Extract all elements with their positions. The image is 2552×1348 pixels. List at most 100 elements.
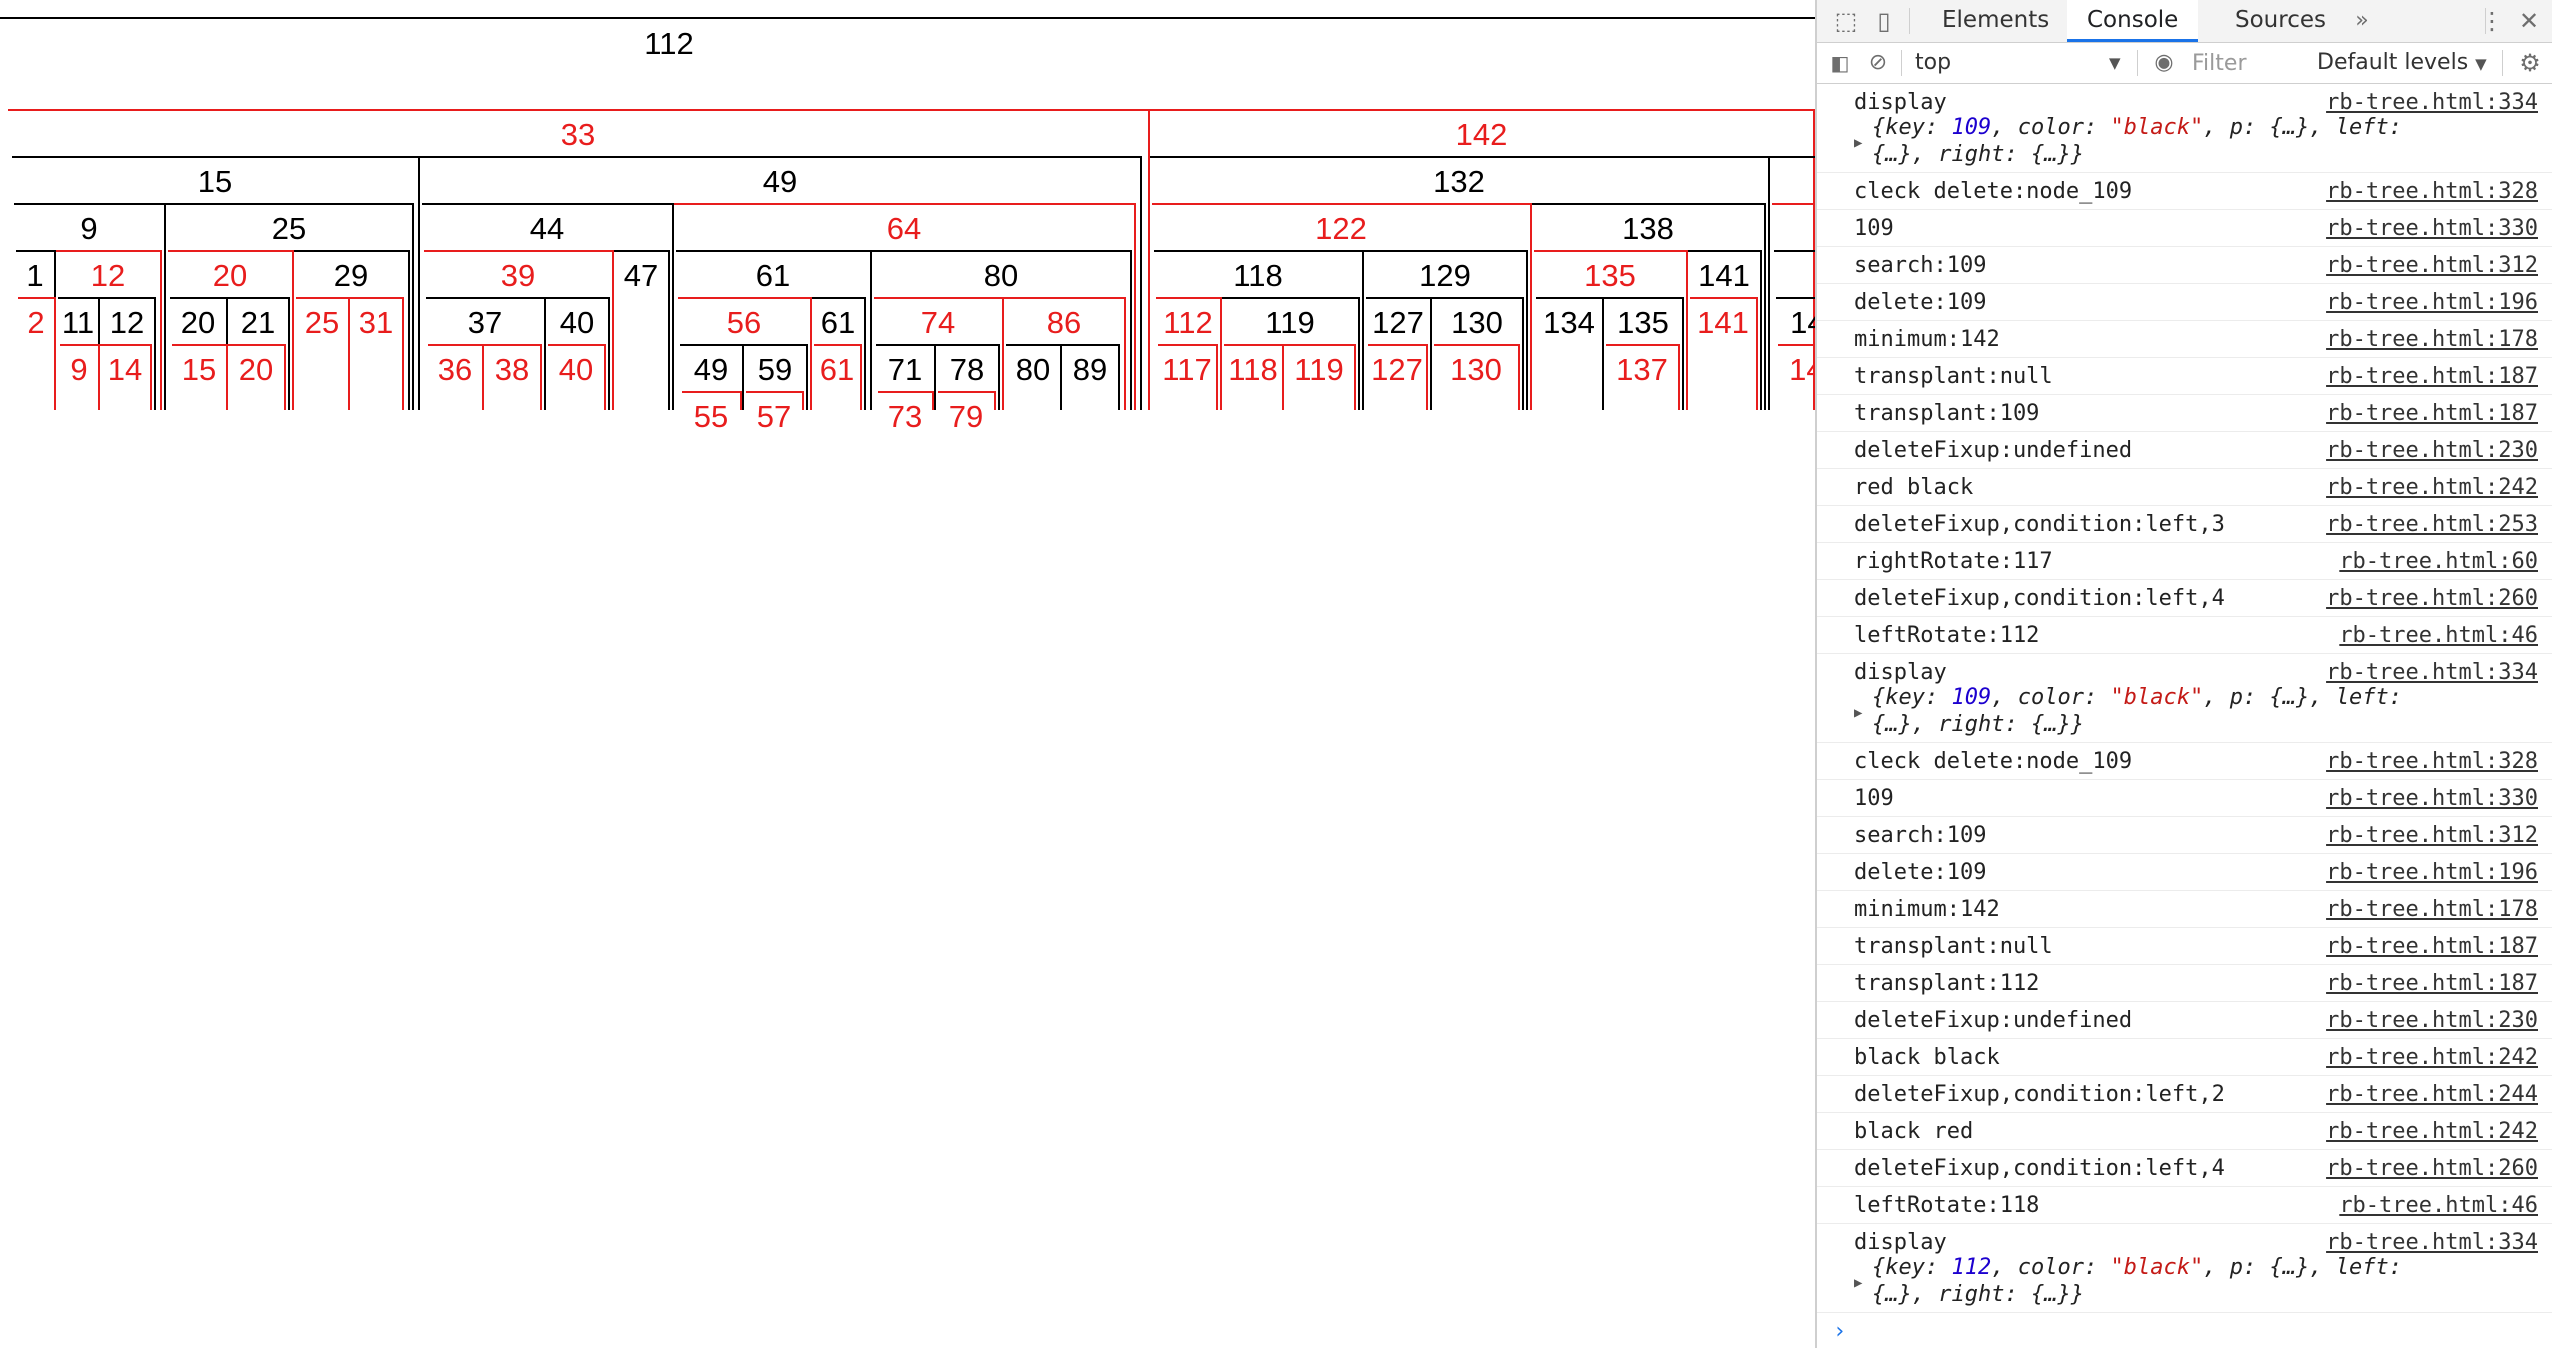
console-source-link[interactable]: rb-tree.html:230 bbox=[2326, 1008, 2538, 1033]
tree-node-25: 25 bbox=[166, 203, 414, 410]
console-source-link[interactable]: rb-tree.html:230 bbox=[2326, 438, 2538, 463]
tree-node-key: 71 bbox=[887, 352, 923, 387]
console-source-link[interactable]: rb-tree.html:187 bbox=[2326, 401, 2538, 426]
filter-input[interactable] bbox=[2192, 48, 2304, 78]
console-message: red black rb-tree.html:242 bbox=[1817, 469, 2552, 506]
tree-node-key: 135 bbox=[1584, 258, 1636, 293]
tree-node-key: 112 bbox=[1163, 305, 1213, 340]
console-message: deleteFixup,condition:left,3 rb-tree.html… bbox=[1817, 506, 2552, 543]
tree-node-key: 122 bbox=[1315, 211, 1367, 246]
console-message-text: delete:109 bbox=[1854, 290, 1987, 315]
console-source-link[interactable]: rb-tree.html:330 bbox=[2326, 216, 2538, 241]
console-message: delete:109 rb-tree.html:196 bbox=[1817, 284, 2552, 321]
expand-triangle-icon[interactable]: ▶ bbox=[1854, 135, 1863, 151]
console-source-link[interactable]: rb-tree.html:334 bbox=[2326, 90, 2538, 115]
console-message-text: 109 bbox=[1854, 216, 1894, 241]
toolbar-separator bbox=[2502, 50, 2503, 76]
console-source-link[interactable]: rb-tree.html:244 bbox=[2326, 1082, 2538, 1107]
gear-icon[interactable]: ⚙ bbox=[2519, 49, 2541, 77]
console-message-text: leftRotate:112 bbox=[1854, 623, 2040, 648]
tab-console[interactable]: Console bbox=[2067, 0, 2199, 42]
expand-triangle-icon[interactable]: ▶ bbox=[1854, 1275, 1863, 1291]
console-message-text: deleteFixup,condition:left,4 bbox=[1854, 586, 2225, 611]
close-devtools-icon[interactable]: ✕ bbox=[2518, 7, 2540, 35]
more-tabs-icon[interactable]: » bbox=[2355, 8, 2369, 33]
console-source-link[interactable]: rb-tree.html:312 bbox=[2326, 253, 2538, 278]
tab-sources[interactable]: Sources bbox=[2235, 7, 2326, 33]
tree-node-56: 56 bbox=[678, 297, 812, 410]
console-source-link[interactable]: rb-tree.html:328 bbox=[2326, 179, 2538, 204]
devtools-panel: ⬚ ▯ Elements Console Sources » ⋮ ✕ ◧ ⊘ t… bbox=[1815, 0, 2552, 1348]
console-source-link[interactable]: rb-tree.html:334 bbox=[2326, 660, 2538, 685]
console-message-text: deleteFixup:undefined bbox=[1854, 1008, 2133, 1033]
tree-node-21: 21 bbox=[228, 297, 290, 410]
console-source-link[interactable]: rb-tree.html:260 bbox=[2326, 586, 2538, 611]
expand-triangle-icon[interactable]: ▶ bbox=[1854, 705, 1863, 721]
device-toolbar-icon[interactable]: ▯ bbox=[1877, 7, 1891, 35]
console-message: transplant:112 rb-tree.html:187 bbox=[1817, 965, 2552, 1002]
obj-p-label: p bbox=[2229, 685, 2243, 710]
console-source-link[interactable]: rb-tree.html:46 bbox=[2339, 623, 2538, 648]
log-levels-dropdown[interactable]: Default levels ▼ bbox=[2317, 47, 2487, 79]
obj-right-label: right bbox=[1938, 1282, 2005, 1307]
tab-elements[interactable]: Elements bbox=[1942, 7, 2050, 33]
object-preview[interactable]: ▶ {key: 112, color: "black", p: {…}, left… bbox=[1854, 1255, 2402, 1307]
console-source-link[interactable]: rb-tree.html:242 bbox=[2326, 1119, 2538, 1144]
tree-node-12: 12 bbox=[100, 297, 156, 410]
context-selector[interactable]: top bbox=[1915, 50, 1952, 75]
tree-node-25: 25 bbox=[296, 297, 350, 410]
clear-console-icon[interactable]: ⊘ bbox=[1868, 50, 1888, 75]
tree-node-142: 142 bbox=[1150, 109, 1815, 410]
console-source-link[interactable]: rb-tree.html:178 bbox=[2326, 897, 2538, 922]
console-source-link[interactable]: rb-tree.html:330 bbox=[2326, 786, 2538, 811]
console-source-link[interactable]: rb-tree.html:253 bbox=[2326, 512, 2538, 537]
console-source-link[interactable]: rb-tree.html:196 bbox=[2326, 290, 2538, 315]
console-message-row: deleteFixup:undefined rb-tree.html:230 bbox=[1854, 1002, 2538, 1038]
console-source-link[interactable]: rb-tree.html:187 bbox=[2326, 934, 2538, 959]
console-message-text: deleteFixup,condition:left,2 bbox=[1854, 1082, 2225, 1107]
console-source-link[interactable]: rb-tree.html:187 bbox=[2326, 364, 2538, 389]
obj-right-value: {…} bbox=[2030, 1282, 2071, 1307]
tree-node-20: 20 bbox=[228, 344, 286, 410]
tree-node-15: 15 bbox=[172, 344, 228, 410]
tree-node-141: 141 bbox=[1690, 297, 1758, 410]
tree-node-key: 40 bbox=[559, 305, 595, 340]
tree-node-key: 25 bbox=[271, 211, 307, 246]
tree-node-key: 134 bbox=[1543, 305, 1595, 340]
console-message-text: minimum:142 bbox=[1854, 327, 2000, 352]
console-message-text: rightRotate:117 bbox=[1854, 549, 2053, 574]
tree-node-135: 135 bbox=[1534, 250, 1688, 410]
sidebar-toggle-icon[interactable]: ◧ bbox=[1830, 51, 1850, 75]
console-source-link[interactable]: rb-tree.html:46 bbox=[2339, 1193, 2538, 1218]
tree-node-key: 146 bbox=[1790, 305, 1815, 340]
tree-node-132: 132 bbox=[1150, 156, 1770, 410]
console-source-link[interactable]: rb-tree.html:242 bbox=[2326, 1045, 2538, 1070]
object-preview[interactable]: ▶ {key: 109, color: "black", p: {…}, left… bbox=[1854, 115, 2402, 167]
chevron-down-icon[interactable]: ▼ bbox=[2109, 54, 2121, 72]
console-source-link[interactable]: rb-tree.html:242 bbox=[2326, 475, 2538, 500]
console-message: deleteFixup:undefined rb-tree.html:230 bbox=[1817, 1002, 2552, 1039]
console-source-link[interactable]: rb-tree.html:60 bbox=[2339, 549, 2538, 574]
tree-node-key: 9 bbox=[80, 211, 98, 246]
tree-node-61: 61 bbox=[814, 344, 862, 410]
console-message-row: 109 rb-tree.html:330 bbox=[1854, 210, 2538, 246]
console-source-link[interactable]: rb-tree.html:187 bbox=[2326, 971, 2538, 996]
obj-left-label: left bbox=[2335, 685, 2389, 710]
obj-right-label: right bbox=[1938, 142, 2005, 167]
inspect-element-icon[interactable]: ⬚ bbox=[1834, 7, 1858, 35]
console-source-link[interactable]: rb-tree.html:196 bbox=[2326, 860, 2538, 885]
tree-node-key: 141 bbox=[1697, 305, 1749, 340]
console-source-link[interactable]: rb-tree.html:328 bbox=[2326, 749, 2538, 774]
tree-node-key: 39 bbox=[500, 258, 536, 293]
console-source-link[interactable]: rb-tree.html:312 bbox=[2326, 823, 2538, 848]
console-message-text: transplant:null bbox=[1854, 364, 2053, 389]
tree-node-key: 142 bbox=[1455, 117, 1508, 152]
console-source-link[interactable]: rb-tree.html:260 bbox=[2326, 1156, 2538, 1181]
live-expression-eye-icon[interactable]: ◉ bbox=[2154, 50, 2174, 75]
console-source-link[interactable]: rb-tree.html:178 bbox=[2326, 327, 2538, 352]
console-source-link[interactable]: rb-tree.html:334 bbox=[2326, 1230, 2538, 1255]
tree-node-79: 79 bbox=[938, 391, 996, 434]
console-prompt[interactable]: › bbox=[1833, 1319, 1847, 1344]
object-preview[interactable]: ▶ {key: 109, color: "black", p: {…}, left… bbox=[1854, 685, 2402, 737]
customize-menu-icon[interactable]: ⋮ bbox=[2480, 7, 2504, 35]
